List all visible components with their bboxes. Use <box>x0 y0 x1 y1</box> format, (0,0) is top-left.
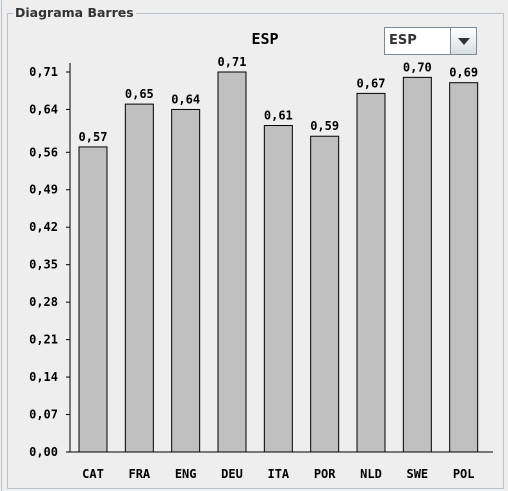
bar-ita <box>263 125 293 453</box>
language-select[interactable]: ESP <box>384 27 477 55</box>
dropdown-button[interactable] <box>450 28 476 54</box>
x-tick-label: DEU <box>221 467 243 481</box>
bar-value-label: 0,65 <box>125 87 154 101</box>
x-tick-label: ITA <box>267 467 289 481</box>
y-tick-label: 0,21 <box>29 333 58 347</box>
bar-value-label: 0,71 <box>218 55 247 69</box>
bar-value-label: 0,67 <box>357 76 386 90</box>
bar-value-label: 0,70 <box>403 60 432 74</box>
x-tick-label: POL <box>453 467 475 481</box>
y-tick-label: 0,35 <box>29 258 58 272</box>
y-tick-label: 0,49 <box>29 183 58 197</box>
window-edge <box>1 0 2 491</box>
bar-eng <box>171 108 201 453</box>
y-tick-label: 0,28 <box>29 295 58 309</box>
bar-pol <box>449 82 479 453</box>
panel-title: Diagrama Barres <box>13 5 136 21</box>
y-tick-label: 0,07 <box>29 408 58 422</box>
bar-swe <box>402 76 432 453</box>
bar-fra <box>124 103 154 453</box>
bar-value-label: 0,57 <box>79 130 108 144</box>
x-tick-label: SWE <box>406 467 428 481</box>
bar-cat <box>78 146 108 453</box>
y-tick-label: 0,64 <box>29 102 58 116</box>
y-tick-label: 0,56 <box>29 145 58 159</box>
bar-deu <box>217 71 247 453</box>
bar-value-label: 0,64 <box>171 92 200 106</box>
bar-nld <box>356 92 386 453</box>
chevron-down-icon <box>458 38 470 45</box>
y-tick-label: 0,00 <box>29 445 58 459</box>
language-select-value: ESP <box>389 33 417 48</box>
y-tick-label: 0,71 <box>29 65 58 79</box>
bar-por <box>310 135 340 453</box>
x-tick-label: POR <box>314 467 336 481</box>
bar-value-label: 0,69 <box>449 66 478 80</box>
x-tick-label: ENG <box>175 467 197 481</box>
x-tick-label: CAT <box>82 467 104 481</box>
bar-value-label: 0,61 <box>264 109 293 123</box>
y-tick-label: 0,14 <box>29 370 58 384</box>
bar-chart-panel <box>7 13 504 489</box>
bar-value-label: 0,59 <box>310 119 339 133</box>
y-tick-label: 0,42 <box>29 220 58 234</box>
x-tick-label: FRA <box>128 467 150 481</box>
chart-title: ESP <box>251 30 278 48</box>
x-tick-label: NLD <box>360 467 382 481</box>
